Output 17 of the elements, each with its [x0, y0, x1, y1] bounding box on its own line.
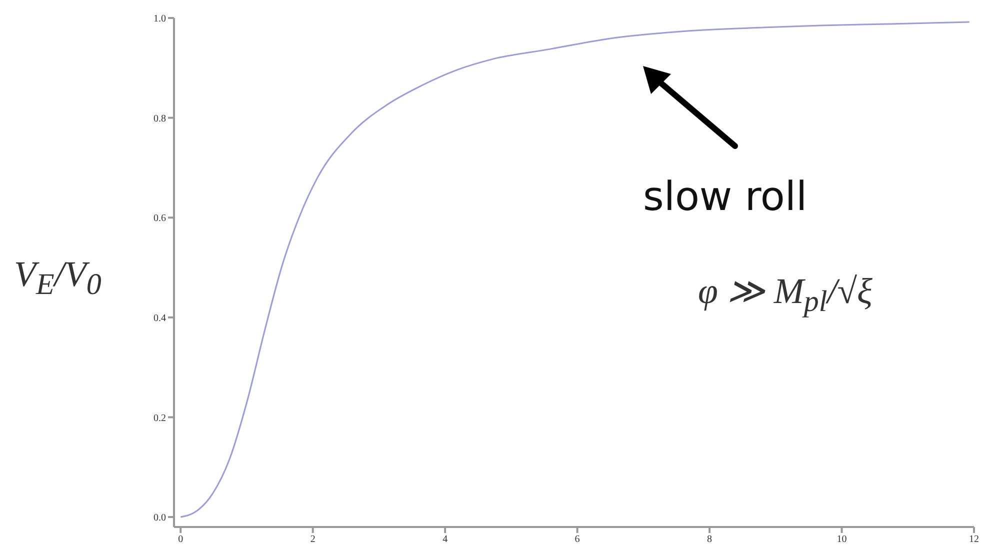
y-tick-label: 0.0	[154, 512, 166, 524]
x-tick-label: 8	[707, 534, 712, 546]
line-series	[180, 21, 970, 518]
x-tick-label: 6	[574, 534, 580, 546]
x-tick-label: 4	[442, 534, 448, 546]
y-tick-label: 1.0	[154, 14, 166, 25]
annotation: slow roll	[643, 174, 808, 220]
annotation: φ ≫ M$_{pl}$/√ξ	[698, 270, 872, 320]
y-tick-label: 0.2	[154, 412, 166, 424]
y-axis-title: V$_{E}$/V$_{0}$	[14, 253, 102, 302]
y-tick-label: 0.8	[154, 113, 166, 124]
x-tick-label: 2	[310, 534, 316, 546]
x-tick-label: 0	[178, 534, 184, 546]
x-tick-label: 12	[969, 534, 979, 546]
x-tick-label: 10	[836, 534, 847, 546]
y-tick-label: 0.4	[154, 312, 166, 324]
y-tick-label: 0.6	[154, 213, 166, 224]
